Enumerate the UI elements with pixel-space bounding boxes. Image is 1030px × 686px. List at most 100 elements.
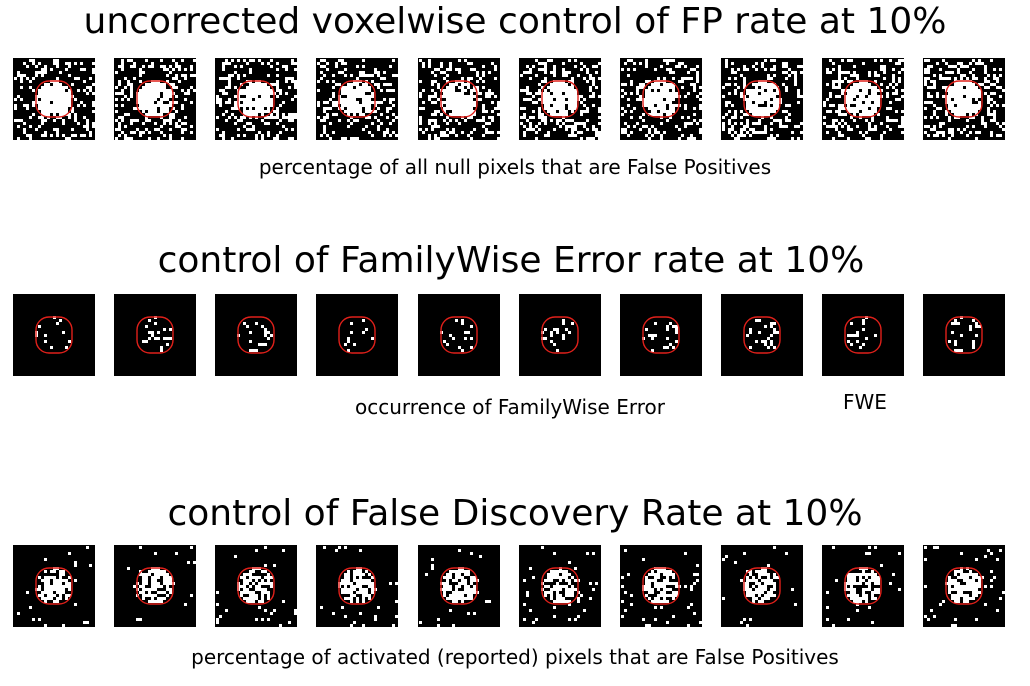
map-panel <box>519 545 601 627</box>
active-pixels <box>320 546 398 627</box>
map-panel <box>114 58 196 140</box>
map-panel <box>418 545 500 627</box>
map-panel <box>519 58 601 140</box>
section-title: uncorrected voxelwise control of FP rate… <box>83 1 947 42</box>
roi-outline <box>642 567 680 605</box>
panel-row-fwe <box>0 294 1030 380</box>
map-panel <box>316 545 398 627</box>
map-panel <box>13 545 95 627</box>
active-pixels <box>237 322 273 352</box>
roi-outline <box>35 316 73 354</box>
map-panel <box>114 294 196 376</box>
map-image <box>826 546 901 627</box>
active-pixels <box>317 59 398 140</box>
roi-outline <box>338 80 376 118</box>
roi-outline <box>338 316 376 354</box>
active-pixels <box>142 316 172 352</box>
map-image <box>17 546 92 627</box>
active-pixels <box>419 549 491 627</box>
map-image <box>844 316 882 354</box>
map-image <box>419 549 491 627</box>
map-panel <box>822 294 904 376</box>
roi-outline <box>440 316 478 354</box>
map-panel <box>114 545 196 627</box>
map-panel <box>418 294 500 376</box>
active-pixels <box>621 59 702 140</box>
roi-outline <box>541 80 579 118</box>
roi-outline <box>440 80 478 118</box>
active-pixels <box>826 546 901 627</box>
map-image <box>621 549 702 627</box>
map-panel <box>13 58 95 140</box>
active-pixels <box>216 59 297 140</box>
map-panel <box>13 294 95 376</box>
active-pixels <box>621 549 702 627</box>
section-title: control of FamilyWise Error rate at 10% <box>157 240 865 281</box>
roi-outline <box>844 316 882 354</box>
map-image <box>520 59 601 140</box>
map-panel <box>620 58 702 140</box>
active-pixels <box>115 59 196 140</box>
roi-outline <box>541 316 579 354</box>
map-image <box>216 546 297 627</box>
active-pixels <box>17 546 92 627</box>
map-image <box>823 59 904 140</box>
roi-outline <box>136 80 174 118</box>
roi-outline <box>642 80 680 118</box>
map-image <box>115 59 196 140</box>
map-image <box>945 316 983 354</box>
map-panel <box>215 58 297 140</box>
map-image <box>35 316 73 354</box>
active-pixels <box>35 316 71 349</box>
roi-outline <box>743 80 781 118</box>
roi-outline <box>35 80 73 118</box>
roi-outline <box>35 567 73 605</box>
active-pixels <box>823 59 904 140</box>
map-image <box>924 59 1005 140</box>
roi-outline <box>440 567 478 605</box>
map-panel <box>215 545 297 627</box>
active-pixels <box>520 59 601 140</box>
map-panel <box>215 294 297 376</box>
map-panel <box>923 294 1005 376</box>
active-pixels <box>924 59 1005 140</box>
active-pixels <box>541 319 574 352</box>
panel-row-fdr <box>0 545 1030 631</box>
map-image <box>621 59 702 140</box>
map-image <box>642 316 680 354</box>
active-pixels <box>924 546 1005 627</box>
roi-outline <box>237 316 275 354</box>
map-panel <box>923 58 1005 140</box>
roi-outline <box>945 80 983 118</box>
roi-outline <box>136 316 174 354</box>
active-pixels <box>722 59 803 140</box>
active-pixels <box>440 319 473 352</box>
active-pixels <box>746 319 779 349</box>
map-panel <box>721 545 803 627</box>
map-panel <box>316 294 398 376</box>
active-pixels <box>847 316 877 349</box>
roi-outline <box>237 80 275 118</box>
map-panel <box>620 294 702 376</box>
roi-outline <box>642 316 680 354</box>
roi-outline <box>743 316 781 354</box>
roi-outline <box>945 567 983 605</box>
map-image <box>419 59 500 140</box>
map-image <box>722 546 797 627</box>
roi-outline <box>136 567 174 605</box>
roi-outline <box>844 567 882 605</box>
map-image <box>440 316 478 354</box>
map-image <box>924 546 1005 627</box>
map-panel <box>316 58 398 140</box>
map-image <box>216 59 297 140</box>
section-title: control of False Discovery Rate at 10% <box>167 493 863 534</box>
active-pixels <box>722 546 797 627</box>
map-panel <box>923 545 1005 627</box>
roi-outline <box>844 80 882 118</box>
map-image <box>338 316 376 354</box>
roi-outline <box>945 316 983 354</box>
active-pixels <box>523 546 598 624</box>
map-image <box>14 59 95 140</box>
roi-outline <box>338 567 376 605</box>
map-panel <box>822 58 904 140</box>
